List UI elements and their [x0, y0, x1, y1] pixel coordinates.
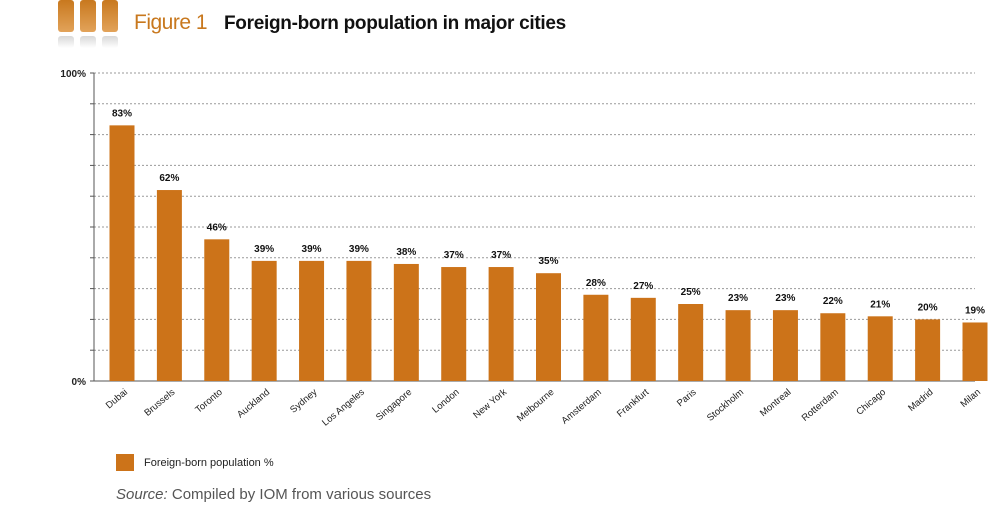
source-prefix: Source: [116, 486, 168, 503]
legend-swatch [116, 454, 134, 471]
data-label: 21% [870, 299, 890, 310]
x-tick-label: Sydney [288, 387, 320, 416]
bar [109, 125, 135, 381]
data-label: 23% [728, 293, 748, 304]
data-label: 28% [586, 278, 606, 289]
bar [583, 294, 609, 381]
legend-label: Foreign-born population % [144, 456, 274, 469]
figure-label: Figure 1 [134, 11, 208, 34]
x-tick-label: New York [471, 387, 509, 421]
bar [678, 304, 704, 381]
x-tick-label: Stockholm [705, 387, 746, 424]
bar [346, 260, 372, 381]
x-tick-label: Singapore [374, 387, 414, 423]
x-tick-label: Milan [958, 387, 982, 410]
data-label: 83% [112, 108, 132, 119]
bar [299, 260, 325, 381]
bar [630, 297, 656, 381]
data-label: 39% [254, 244, 274, 255]
bar [915, 319, 941, 381]
logo-icon [58, 0, 118, 48]
data-label: 25% [681, 287, 701, 298]
x-tick-label: Chicago [854, 387, 888, 418]
x-tick-label: London [430, 387, 461, 416]
x-tick-label: Dubai [104, 387, 130, 411]
data-label: 23% [775, 293, 795, 304]
data-label: 22% [823, 296, 843, 307]
bar [725, 310, 751, 381]
bar [867, 316, 893, 381]
data-label: 27% [633, 281, 653, 292]
data-label: 38% [396, 247, 416, 258]
x-tick-label: Paris [675, 387, 699, 409]
data-label: 46% [207, 222, 227, 233]
bar [251, 260, 277, 381]
x-tick-label: Frankfurt [615, 387, 651, 420]
y-tick-label: 100% [60, 69, 86, 80]
data-label: 37% [491, 250, 511, 261]
data-label: 39% [349, 244, 369, 255]
bar [204, 239, 230, 381]
page-title: Foreign-born population in major cities [224, 13, 566, 34]
data-label: 19% [965, 305, 985, 316]
bar [536, 273, 561, 381]
bar-chart: 0% 100% 83% Dubai 62% Brussels 46% Toronto 39% Au… [60, 69, 988, 429]
bar [156, 190, 182, 381]
data-label: 37% [444, 250, 464, 261]
data-label: 35% [538, 256, 558, 267]
x-tick-label: Brussels [142, 387, 177, 419]
data-label: 20% [918, 302, 938, 313]
source-text: Compiled by IOM from various sources [167, 486, 432, 503]
x-tick-label: Toronto [193, 387, 224, 416]
y-tick-label: 0% [72, 377, 87, 388]
data-label: 39% [302, 244, 322, 255]
x-tick-label: Madrid [906, 387, 935, 414]
bar [962, 322, 988, 381]
x-tick-label: Melbourne [515, 387, 556, 424]
bar [772, 310, 798, 381]
bar [441, 267, 467, 381]
x-tick-label: Montreal [758, 387, 793, 419]
x-tick-label: Rotterdam [800, 387, 841, 424]
chart-legend: Foreign-born population % [116, 454, 274, 471]
x-tick-label: Auckland [235, 387, 272, 421]
x-tick-label: Los Angeles [320, 387, 367, 429]
bar [393, 263, 419, 381]
x-tick-label: Amsterdam [560, 387, 604, 427]
source-note: Source: Compiled by IOM from various sou… [116, 486, 431, 503]
data-label: 62% [159, 173, 179, 184]
bar [488, 267, 514, 381]
bar [820, 313, 846, 381]
